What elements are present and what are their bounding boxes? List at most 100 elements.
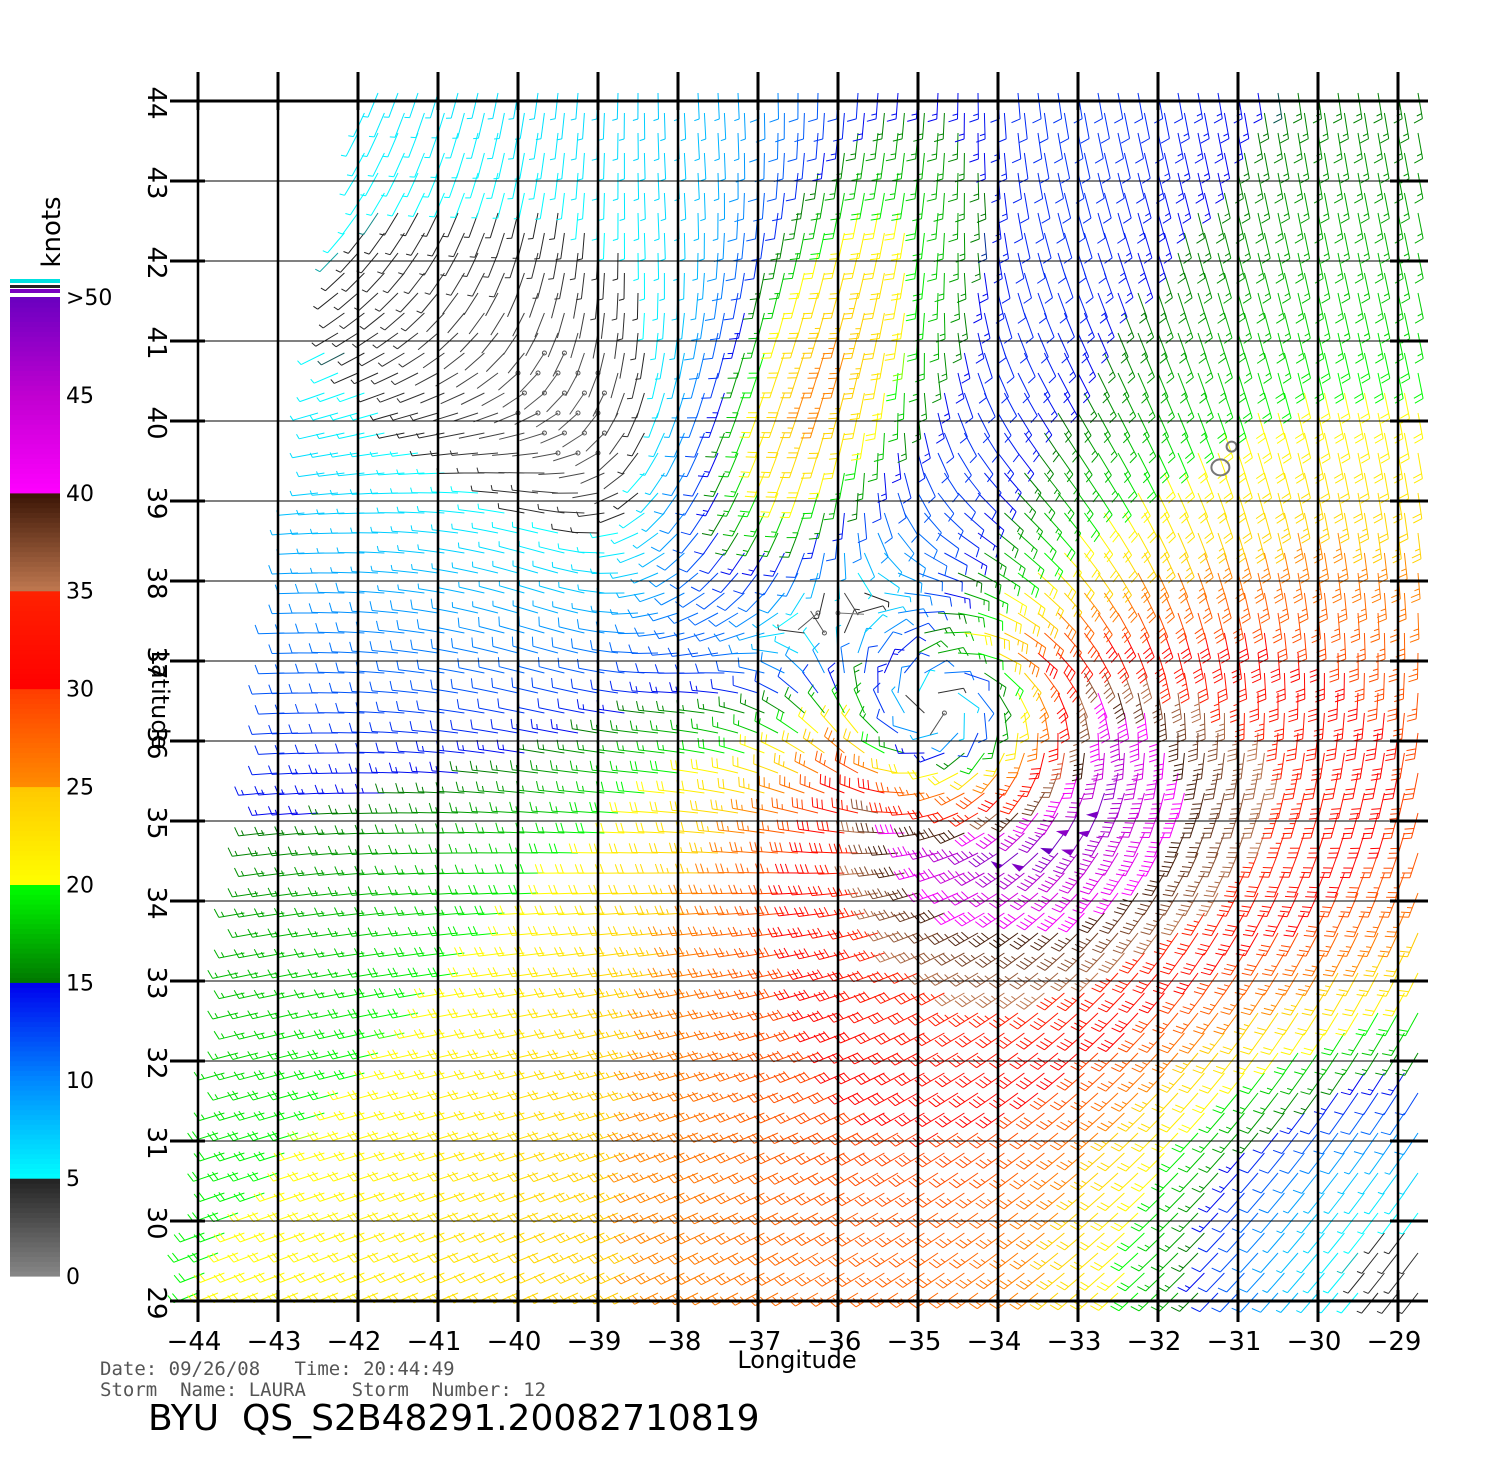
barb-half-feather (619, 1295, 624, 1301)
wind-barb (1356, 972, 1379, 997)
barb-feather (451, 1131, 459, 1140)
barb-feather (1060, 1201, 1069, 1208)
wind-barb (1177, 1232, 1205, 1253)
barb-half-feather (739, 929, 743, 936)
barb-feather (999, 1079, 1008, 1087)
barb-feather (653, 1195, 661, 1204)
barb-feather (1009, 983, 1018, 990)
barb-feather (976, 1096, 986, 1103)
barb-feather (1301, 1012, 1312, 1016)
barb-feather (333, 1234, 341, 1243)
barb-shaft (1331, 952, 1345, 977)
barb-shaft (1168, 952, 1185, 975)
barb-shaft (520, 1272, 545, 1284)
barb-shaft (560, 1272, 585, 1284)
barb-half-feather (665, 1113, 670, 1119)
barb-feather (1170, 1306, 1180, 1312)
barb-feather (975, 1282, 984, 1290)
barb-feather (959, 1199, 968, 1206)
barb-half-feather (685, 1073, 690, 1078)
barb-feather (1137, 1246, 1147, 1252)
barb-feather (258, 1191, 265, 1201)
barb-shaft (1301, 1172, 1319, 1194)
barb-feather (793, 1116, 802, 1125)
barb-shaft (720, 1152, 745, 1164)
barb-feather (1176, 986, 1186, 991)
wind-barb (1258, 1192, 1285, 1214)
barb-shaft (1348, 1152, 1365, 1175)
barb-feather (893, 955, 901, 964)
barb-shaft (1167, 992, 1185, 1014)
barb-feather (1140, 1163, 1150, 1169)
wind-barb (928, 1012, 959, 1027)
barb-feather (972, 978, 981, 985)
barb-half-feather (1384, 1172, 1390, 1175)
barb-feather (1399, 990, 1409, 993)
wind-barb (793, 1030, 825, 1043)
barb-feather (613, 1276, 622, 1285)
barb-feather (1019, 1160, 1029, 1167)
barb-feather (1096, 1205, 1106, 1212)
barb-feather (1260, 1051, 1270, 1055)
wind-barb (1111, 972, 1139, 994)
barb-feather (1283, 1008, 1294, 1012)
barb-shaft (734, 1172, 759, 1185)
barb-shaft (1159, 1212, 1179, 1232)
barb-feather (1175, 1104, 1185, 1110)
barb-half-feather (799, 1256, 805, 1262)
barb-feather (638, 1193, 646, 1202)
barb-feather (847, 931, 854, 941)
barb-feather (1098, 968, 1108, 973)
barb-feather (1298, 988, 1308, 992)
barb-feather (638, 1274, 646, 1283)
barb-feather (879, 1278, 888, 1285)
barb-feather (943, 1115, 952, 1123)
barb-shaft (1017, 1012, 1039, 1030)
barb-shaft (659, 1152, 685, 1163)
barb-half-feather (234, 931, 238, 937)
barb-feather (874, 1118, 883, 1126)
barb-half-feather (240, 1033, 245, 1039)
barb-shaft (1188, 992, 1205, 1015)
barb-shaft (700, 1272, 725, 1286)
barb-shaft (814, 1092, 839, 1105)
barb-shaft (1404, 1052, 1419, 1076)
barb-feather (943, 1034, 952, 1042)
barb-half-feather (765, 1074, 770, 1079)
barb-feather (1363, 974, 1373, 977)
barb-feather (507, 1009, 513, 1019)
barb-feather (698, 1234, 706, 1243)
barb-half-feather (659, 1133, 664, 1139)
wind-barb (767, 1252, 799, 1266)
barb-half-feather (890, 952, 895, 958)
barb-feather (653, 1236, 662, 1245)
barb-feather (1299, 1170, 1309, 1175)
barb-feather (863, 1072, 871, 1081)
barb-feather (1293, 1110, 1303, 1115)
barb-half-feather (1264, 984, 1270, 988)
barb-half-feather (924, 973, 929, 979)
barb-feather (892, 974, 900, 982)
barb-shaft (1118, 1212, 1139, 1232)
barb-shaft (1037, 1092, 1059, 1110)
barb-shaft (519, 1192, 545, 1203)
barb-feather (393, 988, 400, 998)
barb-feather (638, 1070, 645, 1080)
wind-barb (854, 1112, 885, 1126)
barb-feather (763, 988, 770, 998)
barb-shaft (1023, 952, 1045, 970)
wind-barb (1333, 1132, 1359, 1155)
barb-feather (552, 1212, 559, 1221)
barb-shaft (493, 1252, 519, 1264)
barb-half-feather (799, 1176, 805, 1181)
barb-feather (1241, 972, 1252, 976)
barb-feather (293, 948, 300, 958)
barb-feather (1019, 960, 1029, 967)
barb-feather (473, 1153, 481, 1162)
barb-half-feather (766, 1236, 771, 1241)
barb-feather (1104, 960, 1114, 966)
barb-shaft (1349, 1072, 1365, 1095)
wind-barb (1275, 972, 1299, 996)
barb-shaft (854, 1052, 879, 1065)
barb-feather (792, 1175, 800, 1183)
